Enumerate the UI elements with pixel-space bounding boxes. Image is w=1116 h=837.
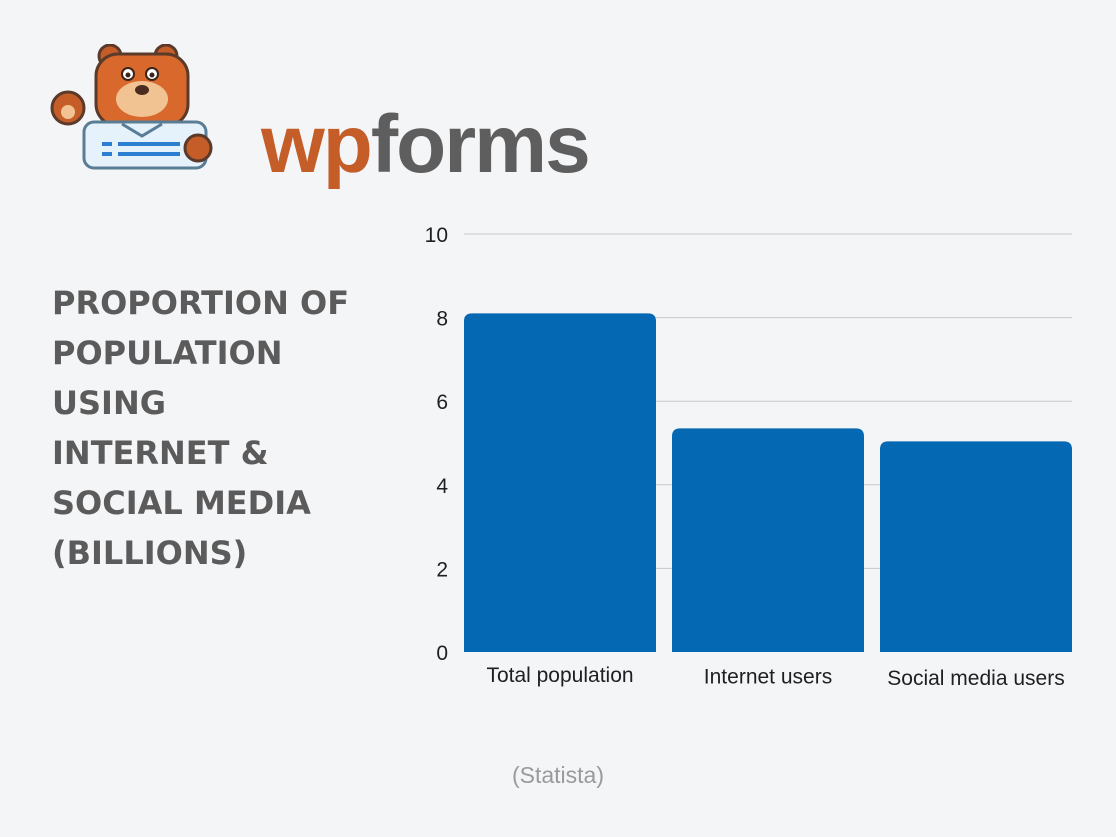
x-tick-label: Total population xyxy=(486,664,633,687)
wordmark-forms: forms xyxy=(370,99,591,190)
bar-internet-users xyxy=(672,428,864,652)
wordmark: wpforms xyxy=(261,104,591,186)
wpforms-logo: wpforms xyxy=(48,44,591,186)
y-tick-label: 6 xyxy=(436,391,448,414)
y-tick-label: 2 xyxy=(436,558,448,581)
x-tick-label: Internet users xyxy=(704,666,832,689)
chart-title: PROPORTION OF POPULATION USING INTERNET … xyxy=(52,284,350,572)
y-tick-label: 8 xyxy=(436,308,448,331)
y-tick-label: 10 xyxy=(425,224,448,247)
y-tick-label: 0 xyxy=(436,642,448,665)
bear-mascot-icon xyxy=(50,44,213,170)
wordmark-wp: wp xyxy=(261,99,373,190)
bar-total-population xyxy=(464,313,656,652)
source-note: (Statista) xyxy=(511,762,605,788)
bar-chart: 0 2 4 6 8 10 Total population Internet users Soc… xyxy=(425,224,1072,690)
bar-social-media-users xyxy=(880,441,1072,652)
x-tick-label: Social media users xyxy=(887,667,1064,690)
y-tick-label: 4 xyxy=(436,475,448,498)
